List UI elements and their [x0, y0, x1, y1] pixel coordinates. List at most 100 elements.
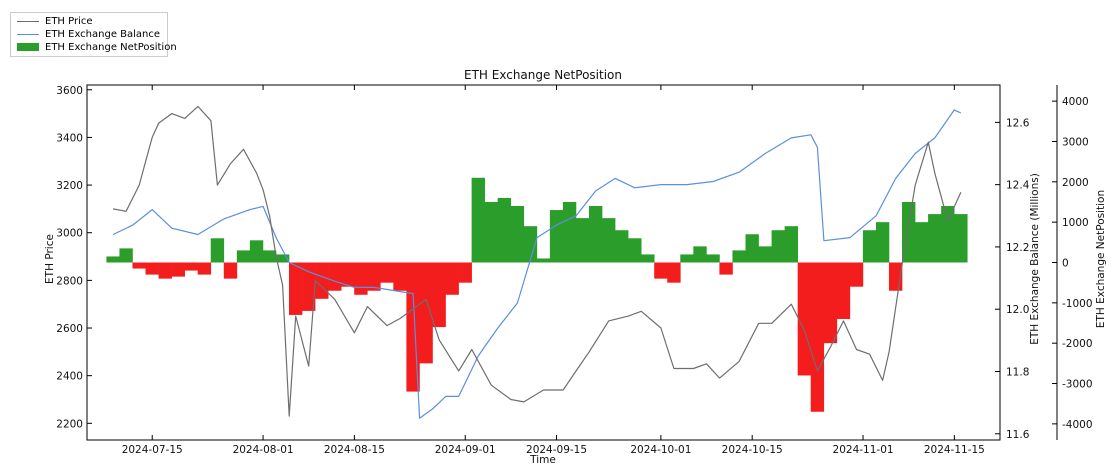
netposition-bar	[680, 254, 694, 263]
netposition-bar	[106, 256, 120, 263]
legend-label-price: ETH Price	[45, 16, 93, 27]
y-tick-label-right-netposition: 3000	[1062, 136, 1089, 148]
legend-swatch-balance	[17, 33, 39, 35]
netposition-bar	[954, 214, 968, 263]
y-tick-label-right-netposition: 0	[1062, 258, 1069, 270]
netposition-bar	[628, 238, 642, 263]
x-tick-label: 2024-08-15	[324, 444, 385, 456]
x-tick-label: 2024-11-01	[833, 444, 894, 456]
chart-title: ETH Exchange NetPosition	[464, 68, 622, 82]
y-tick-label-left: 3200	[56, 180, 83, 192]
netposition-bar	[641, 254, 655, 263]
y-tick-label-right-netposition: -4000	[1062, 419, 1093, 431]
y-tick-label-right-netposition: -3000	[1062, 379, 1093, 391]
x-tick-label: 2024-07-15	[122, 444, 183, 456]
legend-item-netposition: ETH Exchange NetPosition	[17, 42, 177, 54]
netposition-bar	[236, 250, 251, 263]
netposition-bar	[458, 262, 472, 283]
netposition-bar	[471, 177, 485, 263]
netposition-bar	[588, 206, 603, 263]
netposition-bar	[549, 210, 564, 263]
line-series	[112, 105, 962, 419]
netposition-bar	[758, 246, 772, 263]
x-tick-label: 2024-09-15	[526, 444, 587, 456]
netposition-bar	[706, 254, 720, 263]
axes: 2024-07-15 2024-08-01 2024-08-15 2024-09-01…	[56, 85, 1092, 456]
netposition-bar	[145, 262, 159, 275]
y-tick-label-right-balance: 12.2	[1006, 242, 1029, 254]
netposition-bar	[315, 262, 329, 299]
netposition-bar	[328, 262, 342, 291]
netposition-bar	[275, 254, 290, 263]
netposition-bar	[510, 206, 525, 263]
netposition-bar	[210, 238, 225, 263]
plot-area	[86, 84, 1001, 441]
x-axis-label: Time	[529, 454, 556, 466]
netposition-bar	[249, 240, 264, 263]
netposition-bar	[171, 262, 185, 277]
y-tick-label-left: 3400	[56, 132, 83, 144]
netposition-bar	[915, 222, 929, 263]
netposition-bar	[875, 222, 890, 263]
netposition-bar	[380, 262, 394, 283]
netposition-bar	[184, 262, 199, 271]
netposition-bar	[771, 230, 785, 263]
netposition-bar	[941, 206, 955, 263]
y-tick-label-left: 2800	[56, 275, 83, 287]
netposition-bar	[445, 262, 459, 295]
netposition-bar	[536, 258, 551, 263]
netposition-bar	[928, 214, 942, 263]
y-tick-label-right-balance: 12.4	[1006, 180, 1030, 192]
price-line	[112, 105, 962, 417]
x-tick-label: 2024-10-01	[630, 444, 691, 456]
y-tick-label-left: 2400	[56, 371, 83, 383]
y-axis-label-right-netposition: ETH Exchange NetPosition	[1095, 190, 1107, 328]
netposition-bar	[667, 262, 681, 283]
legend-label-balance: ETH Exchange Balance	[45, 29, 161, 40]
netposition-bar	[432, 262, 446, 328]
netposition-bar	[262, 250, 277, 263]
y-tick-label-right-balance: 11.8	[1006, 366, 1029, 378]
y-tick-label-right-netposition: -1000	[1062, 298, 1093, 310]
netposition-bar	[523, 226, 538, 263]
netposition-bar	[393, 262, 407, 291]
netposition-bar	[132, 262, 146, 269]
balance-line	[112, 109, 962, 419]
netposition-bar	[197, 262, 212, 275]
netposition-bar	[354, 262, 368, 295]
legend-swatch-netposition	[17, 43, 39, 51]
y-axis-label-right-balance: ETH Exchange Balance (Millions)	[1029, 173, 1041, 345]
y-axis-label-left: ETH Price	[44, 234, 56, 284]
netposition-bar	[719, 262, 733, 275]
plot-frame	[86, 84, 1001, 441]
netposition-bar	[654, 262, 668, 279]
y-tick-label-right-balance: 11.6	[1006, 429, 1030, 441]
netposition-bars	[106, 177, 968, 412]
netposition-bar	[341, 262, 355, 287]
netposition-bar	[302, 262, 316, 311]
netposition-bar	[693, 246, 707, 263]
netposition-bar	[745, 234, 759, 263]
legend-item-balance: ETH Exchange Balance	[17, 29, 160, 41]
y-tick-label-left: 3000	[56, 228, 83, 240]
netposition-bar	[823, 262, 838, 344]
netposition-bar	[836, 262, 851, 319]
netposition-bar	[119, 248, 133, 263]
netposition-bar	[497, 197, 512, 263]
netposition-bar	[575, 218, 590, 263]
x-tick-label: 2024-08-01	[233, 444, 294, 456]
y-tick-label-right-balance: 12.0	[1006, 304, 1029, 316]
y-tick-label-right-netposition: 1000	[1062, 217, 1089, 229]
netposition-bar	[615, 230, 629, 263]
netposition-bar	[419, 262, 433, 364]
legend-swatch-price	[17, 20, 39, 22]
y-tick-label-right-netposition: 2000	[1062, 177, 1089, 189]
legend: ETH Price ETH Exchange Balance ETH Excha…	[10, 12, 177, 57]
netposition-bar	[797, 262, 812, 376]
netposition-bar	[862, 230, 877, 263]
y-tick-label-right-netposition: 4000	[1062, 96, 1089, 108]
y-tick-label-left: 2600	[56, 323, 83, 335]
netposition-bar	[784, 226, 798, 263]
y-tick-label-left: 2200	[56, 418, 83, 430]
